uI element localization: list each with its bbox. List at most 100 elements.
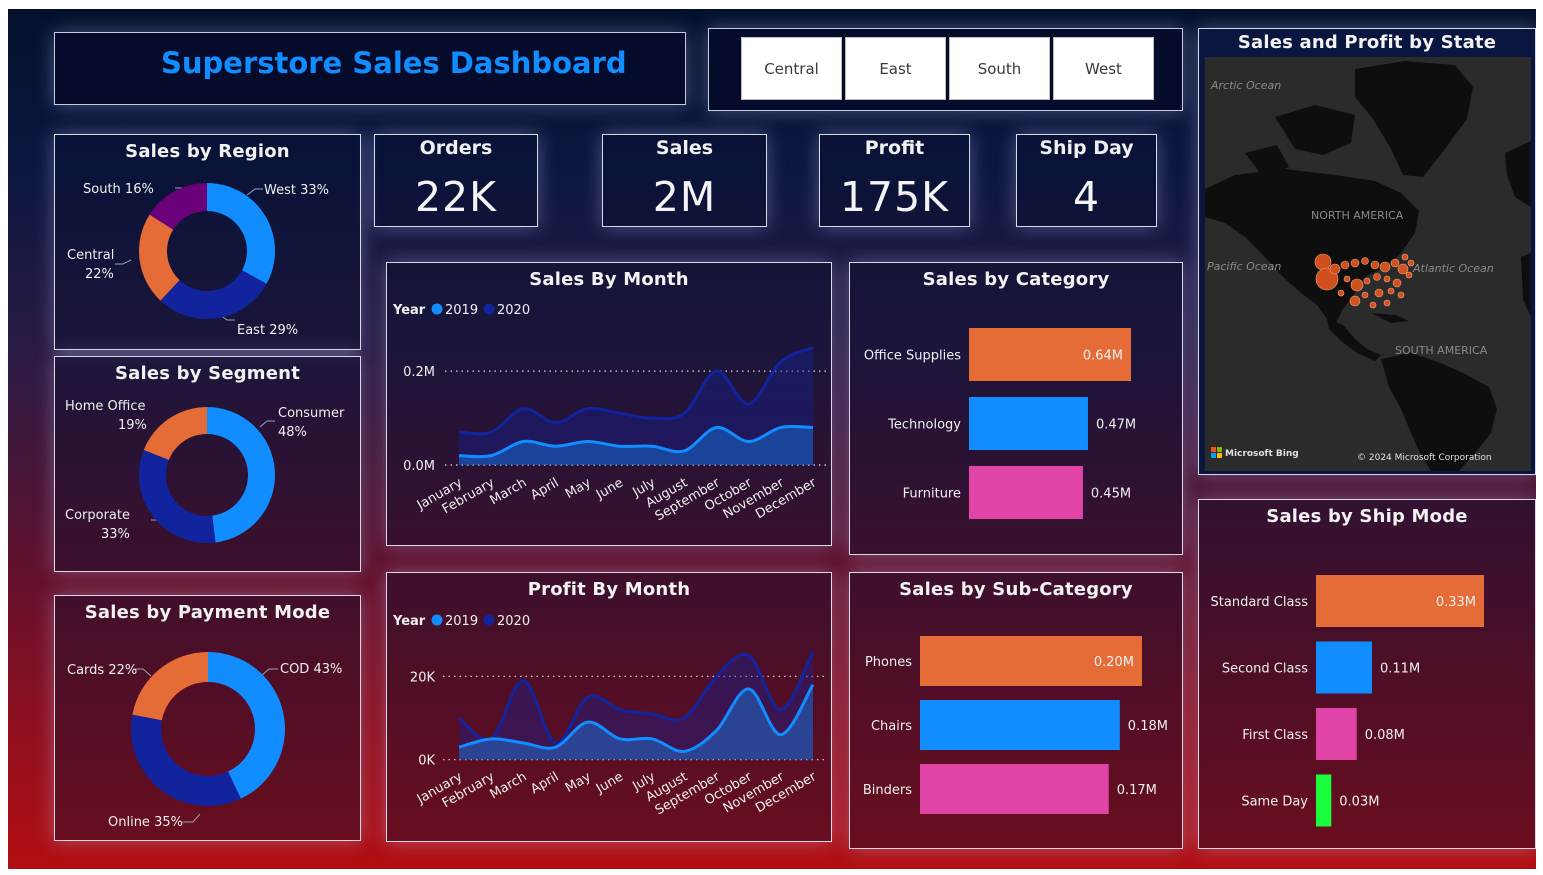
region-label-central: Central xyxy=(67,248,114,263)
sales-by-payment-panel: Sales by Payment Mode Cards 22% COD 43% … xyxy=(54,595,361,841)
donut-slice-cards[interactable] xyxy=(132,652,208,721)
sales-by-category-panel: Sales by Category Office Supplies 0.64M Te… xyxy=(849,262,1183,555)
value-label: 0.08M xyxy=(1365,728,1405,743)
kpi-title: Orders xyxy=(419,137,493,159)
chart-title: Sales and Profit by State xyxy=(1237,32,1497,53)
map-copyright: © 2024 Microsoft Corporation xyxy=(1357,453,1492,463)
kpi-value: 2M xyxy=(652,173,717,221)
region-label-west: West 33% xyxy=(264,183,329,198)
kpi-card-orders: Orders 22K xyxy=(374,134,538,227)
x-tick-label: May xyxy=(563,769,594,796)
sales-profit-map-panel: Sales and Profit by State xyxy=(1198,28,1536,475)
segment-label-consumer: Consumer xyxy=(278,406,345,421)
x-tick-label: March xyxy=(488,769,530,802)
kpi-title: Ship Day xyxy=(1039,137,1134,159)
sales-by-segment-chart: Home Office 19% Consumer 48% Corporate 3… xyxy=(65,399,345,543)
slicer-button-east[interactable]: East xyxy=(845,37,946,100)
bar-phones[interactable] xyxy=(920,636,1142,686)
segment-label-corporate-pct: 33% xyxy=(101,527,130,542)
chart-title: Sales by Category xyxy=(922,269,1110,290)
segment-label-home-office-pct: 19% xyxy=(118,418,147,433)
donut-slice-corporate[interactable] xyxy=(139,449,216,543)
x-tick-label: April xyxy=(528,475,561,503)
sales-by-subcategory-chart: Phones 0.20M Chairs 0.18M Binders 0.17M xyxy=(863,636,1168,814)
donut-slice-central[interactable] xyxy=(139,214,180,301)
value-label: 0.47M xyxy=(1096,418,1136,433)
chart-title: Sales by Segment xyxy=(115,363,300,384)
legend-title: Year xyxy=(392,303,426,318)
x-tick-label: June xyxy=(593,475,626,503)
map-label-north-america: NORTH AMERICA xyxy=(1311,209,1404,222)
map-view[interactable]: Arctic Ocean Pacific Ocean Atlantic Ocea… xyxy=(1205,57,1531,471)
greenland-landmass xyxy=(1355,61,1473,177)
value-label: 0.11M xyxy=(1380,662,1420,677)
legend-item: 2020 xyxy=(497,303,530,318)
bar-second-class[interactable] xyxy=(1316,641,1372,694)
category-label: Second Class xyxy=(1222,662,1308,677)
chart-title: Sales by Payment Mode xyxy=(84,602,331,623)
chart-title: Sales by Ship Mode xyxy=(1266,506,1468,527)
bar-technology[interactable] xyxy=(969,397,1088,450)
category-label: Technology xyxy=(887,418,961,433)
legend-marker xyxy=(431,303,443,315)
bar-standard-class[interactable] xyxy=(1316,575,1484,627)
south-america-landmass xyxy=(1381,353,1497,471)
sales-by-payment-chart: Cards 22% COD 43% Online 35% xyxy=(67,652,342,830)
donut-slice-cod[interactable] xyxy=(208,652,285,799)
donut-slice-east[interactable] xyxy=(160,270,267,319)
map-label-atlantic: Atlantic Ocean xyxy=(1412,262,1494,275)
sales-by-month-panel: Sales By Month Year 2019 2020 0.2M 0.0M Janua… xyxy=(386,262,832,546)
area-line-2019 xyxy=(458,424,814,459)
area-fill-2019 xyxy=(459,426,813,465)
region-label-south: South 16% xyxy=(83,182,154,197)
value-label: 0.17M xyxy=(1117,783,1157,798)
bar-binders[interactable] xyxy=(920,764,1109,814)
area-line-2019 xyxy=(458,683,815,753)
dashboard-title: Superstore Sales Dashboard xyxy=(161,46,627,80)
bar-office-supplies[interactable] xyxy=(969,328,1131,381)
kpi-title: Profit xyxy=(864,137,925,159)
kpi-card-sales: Sales 2M xyxy=(602,134,767,227)
category-label: Chairs xyxy=(871,719,912,734)
state-bubbles xyxy=(1314,253,1415,309)
category-label: Furniture xyxy=(903,487,961,502)
bar-furniture[interactable] xyxy=(969,466,1083,519)
kpi-value: 175K xyxy=(839,173,950,221)
legend-item: 2019 xyxy=(445,614,478,629)
segment-label-corporate: Corporate xyxy=(65,508,130,523)
value-label: 0.03M xyxy=(1339,795,1379,810)
x-tick-label: June xyxy=(593,769,626,797)
donut-slice-consumer[interactable] xyxy=(207,407,276,543)
category-label: Standard Class xyxy=(1211,595,1309,610)
donut-slice-home-office[interactable] xyxy=(143,407,207,460)
y-tick-label: 0.0M xyxy=(403,459,435,474)
value-label: 0.45M xyxy=(1091,487,1131,502)
donut-slice-south[interactable] xyxy=(149,183,207,230)
category-label: Same Day xyxy=(1241,795,1308,810)
sales-by-month-chart: Year 2019 20200.2M0.0MJanuaryFebruaryMarch… xyxy=(392,303,827,524)
map-label-south-america: SOUTH AMERICA xyxy=(1395,344,1488,357)
payment-label-cards: Cards 22% xyxy=(67,663,137,678)
bar-first-class[interactable] xyxy=(1316,708,1357,760)
donut-slice-online[interactable] xyxy=(131,714,241,806)
bar-same-day[interactable] xyxy=(1316,774,1332,827)
kpi-value: 4 xyxy=(1072,173,1101,221)
profit-by-month-panel: Profit By Month Year 2019 2020 20K 0K January… xyxy=(386,572,832,842)
sales-by-segment-panel: Sales by Segment Home Office 19% Consume… xyxy=(54,356,361,572)
slicer-button-west[interactable]: West xyxy=(1053,37,1154,100)
legend-title: Year xyxy=(392,614,426,629)
category-label: Phones xyxy=(865,655,912,670)
legend-item: 2019 xyxy=(445,303,478,318)
slicer-button-central[interactable]: Central xyxy=(741,37,842,100)
chart-title: Sales By Month xyxy=(529,269,689,290)
category-label: First Class xyxy=(1242,728,1308,743)
map-label-pacific: Pacific Ocean xyxy=(1207,260,1281,273)
slicer-button-south[interactable]: South xyxy=(949,37,1050,100)
donut-slice-west[interactable] xyxy=(207,183,275,284)
category-label: Binders xyxy=(863,783,912,798)
chart-legend: Year 2019 2020 xyxy=(392,303,530,318)
bar-chairs[interactable] xyxy=(920,700,1120,750)
chart-legend: Year 2019 2020 xyxy=(392,614,530,629)
chart-title: Sales by Sub-Category xyxy=(899,579,1133,600)
microsoft-logo-icon xyxy=(1211,447,1222,458)
